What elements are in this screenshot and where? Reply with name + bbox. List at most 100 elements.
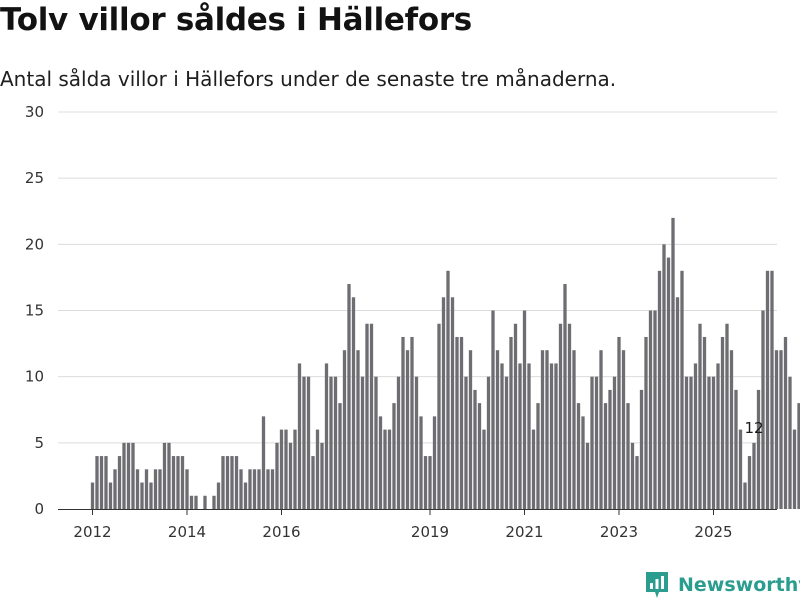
- bar: [473, 389, 477, 509]
- bar: [743, 482, 747, 509]
- x-tick-label: 2014: [168, 523, 206, 541]
- bar: [347, 284, 351, 509]
- bar: [540, 350, 545, 509]
- y-tick-label: 30: [25, 103, 44, 121]
- bar: [464, 376, 468, 509]
- bar: [419, 416, 423, 509]
- bar: [288, 442, 293, 509]
- bar: [374, 376, 378, 509]
- bar: [734, 389, 738, 509]
- chart-title: Tolv villor såldes i Hällefors: [0, 2, 472, 38]
- bar: [545, 350, 549, 509]
- bar: [225, 456, 230, 509]
- bar: [131, 442, 135, 509]
- bar: [234, 456, 239, 509]
- brand-logo[interactable]: Newsworthy: [644, 570, 800, 600]
- bar: [149, 482, 153, 509]
- bar: [630, 442, 635, 509]
- newsworthy-logo-icon: [646, 572, 668, 598]
- bar: [122, 442, 126, 509]
- bar: [495, 350, 500, 509]
- bar: [693, 363, 698, 509]
- bar: [95, 456, 99, 509]
- bar: [477, 403, 482, 509]
- bar: [338, 403, 342, 509]
- bar: [365, 323, 369, 509]
- bar: [711, 376, 716, 509]
- bar: [144, 469, 149, 509]
- bar: [257, 469, 261, 509]
- bar: [113, 469, 117, 509]
- bar: [639, 389, 644, 509]
- bar: [293, 429, 297, 509]
- bar: [414, 376, 419, 509]
- x-tick-label: 2023: [600, 523, 638, 541]
- bar: [657, 270, 662, 509]
- x-tick-label: 2025: [694, 523, 732, 541]
- bar: [230, 456, 234, 509]
- bar: [306, 376, 311, 509]
- bar: [486, 376, 491, 509]
- bar: [590, 376, 594, 509]
- bars: [90, 217, 800, 509]
- bar: [509, 336, 513, 509]
- bar: [176, 456, 180, 509]
- bar: [99, 456, 104, 509]
- bar: [104, 456, 108, 509]
- bar: [185, 469, 189, 509]
- bar: [536, 403, 540, 509]
- bar: [648, 310, 653, 509]
- bar: [243, 482, 248, 509]
- brand-name: Newsworthy: [678, 574, 800, 596]
- bar: [689, 376, 693, 509]
- bar: [369, 323, 374, 509]
- bar: [621, 350, 626, 509]
- bar: [180, 456, 185, 509]
- bar: [383, 429, 387, 509]
- bar: [266, 469, 270, 509]
- bar: [410, 336, 414, 509]
- bar: [558, 323, 563, 509]
- bar: [549, 363, 554, 509]
- bar: [297, 363, 302, 509]
- bar: [279, 429, 284, 509]
- bar: [666, 257, 671, 509]
- bar: [572, 350, 576, 509]
- bar: [594, 376, 599, 509]
- bar: [725, 323, 729, 509]
- bar: [189, 495, 194, 509]
- bar: [441, 297, 446, 509]
- bar: [797, 403, 800, 509]
- bar: [117, 456, 122, 509]
- bar: [792, 429, 797, 509]
- bar: [644, 336, 648, 509]
- bar: [158, 469, 162, 509]
- bar: [617, 336, 621, 509]
- bar: [756, 389, 761, 509]
- x-tick-label: 2012: [73, 523, 111, 541]
- bar: [392, 403, 396, 509]
- bar: [455, 336, 459, 509]
- y-tick-label: 10: [25, 368, 44, 386]
- bar: [774, 350, 779, 509]
- bar: [162, 442, 167, 509]
- bar: [788, 376, 792, 509]
- bar: [482, 429, 486, 509]
- bar: [320, 442, 324, 509]
- bar: [554, 363, 558, 509]
- bar: [716, 363, 720, 509]
- bar: [387, 429, 392, 509]
- bar: [675, 297, 680, 509]
- y-tick-label: 20: [25, 235, 44, 253]
- bar: [567, 323, 572, 509]
- bar: [662, 244, 666, 509]
- bar: [428, 456, 432, 509]
- bar: [626, 403, 630, 509]
- bar: [378, 416, 383, 509]
- bar: [315, 429, 320, 509]
- bar: [239, 469, 243, 509]
- x-tick-label: 2019: [411, 523, 449, 541]
- bar: [779, 350, 783, 509]
- bar: [563, 284, 567, 509]
